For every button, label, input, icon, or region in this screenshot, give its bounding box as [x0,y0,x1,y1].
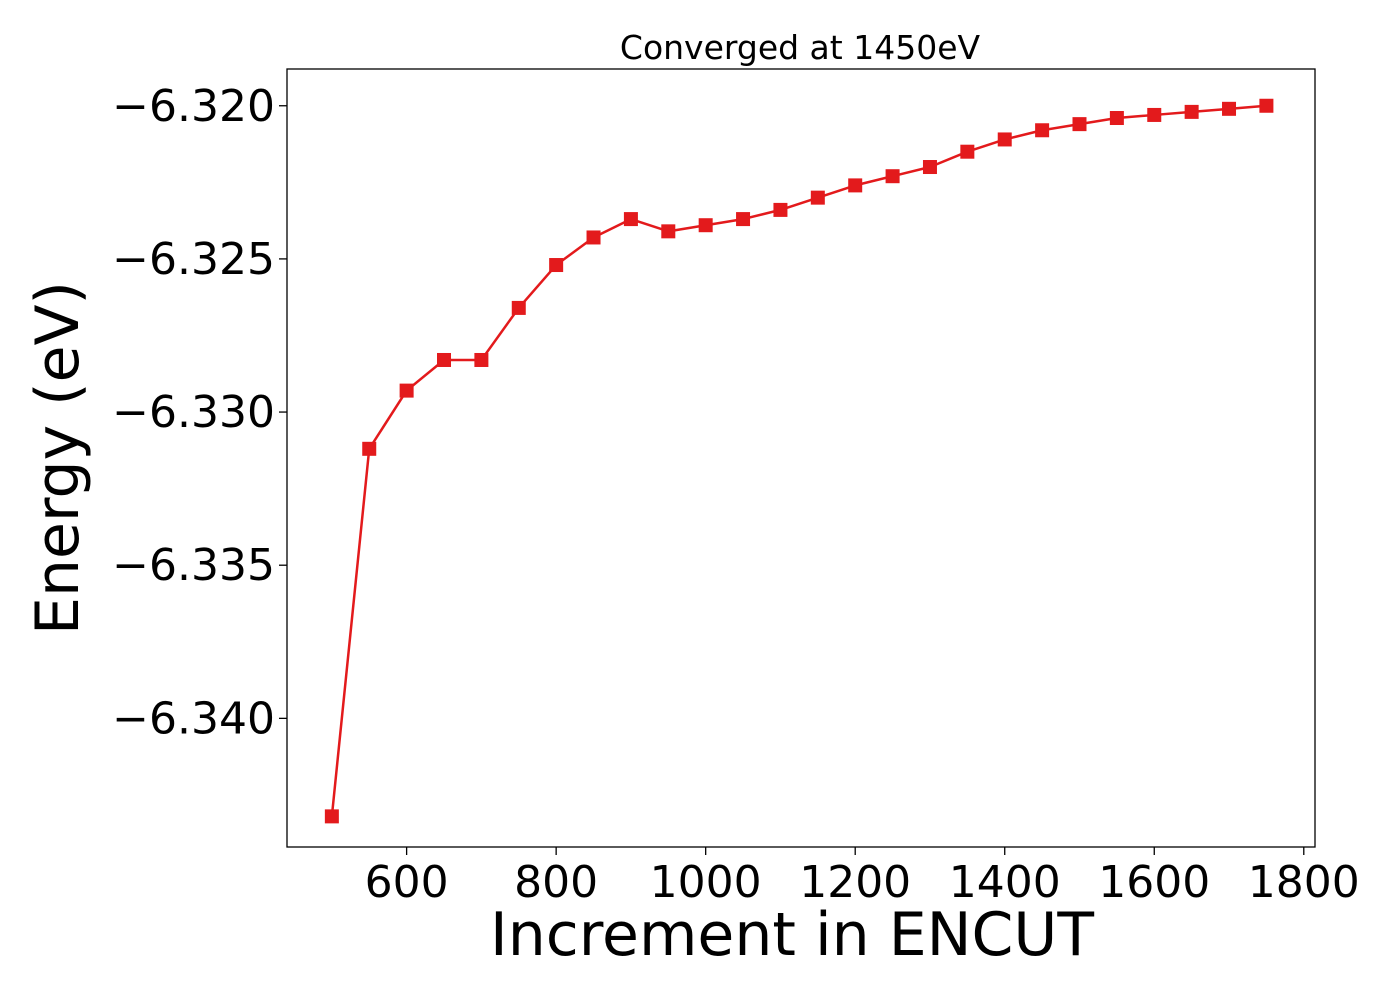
y-tick-label: −6.340 [112,693,275,744]
x-axis-ticks: 600 800 1000 1200 1400 1600 1800 [365,847,1360,908]
data-point-marker [586,230,601,245]
data-point-marker [997,132,1012,147]
y-axis-ticks: −6.320 −6.325 −6.330 −6.335 −6.340 [112,81,287,744]
x-tick-label: 800 [514,857,598,908]
plot-area: 600 800 1000 1200 1400 1600 1800 −6.320−6.325−… [112,68,1360,908]
x-tick-label: 1200 [799,857,911,908]
data-point-marker [736,212,751,227]
data-point-marker [623,212,638,227]
data-point-marker [773,202,788,217]
y-tick-label: −6.325 [112,234,275,285]
data-point-marker [810,190,825,205]
data-point-marker [474,352,489,367]
data-point-marker [1072,117,1087,132]
x-axis-label: Increment in ENCUT [490,900,1094,970]
data-point-marker [848,178,863,193]
data-point-marker [661,224,676,239]
data-point-marker [511,300,526,315]
data-point-marker [1184,104,1199,119]
data-point-marker [960,144,975,159]
plot-frame [286,68,1316,848]
data-point-marker [1035,123,1050,138]
y-tick-label: −6.330 [112,387,275,438]
x-tick-label: 1000 [650,857,762,908]
data-point-marker [922,160,937,175]
x-tick-label: 600 [365,857,449,908]
data-point-marker [1259,98,1274,113]
data-point-marker [324,809,339,824]
data-point-marker [885,169,900,184]
x-tick-label: 1400 [949,857,1061,908]
data-point-marker [698,218,713,233]
data-point-marker [437,352,452,367]
data-point-marker [399,383,414,398]
y-tick-label: −6.320 [112,81,275,132]
data-point-marker [362,441,377,456]
series-layer [324,98,1274,824]
x-tick-label: 1600 [1098,857,1210,908]
y-tick-label: −6.335 [112,540,275,591]
chart-title: Converged at 1450eV [620,28,981,67]
data-point-marker [1109,111,1124,126]
data-point-marker [1147,107,1162,122]
data-point-marker [549,258,564,273]
y-axis-label: Energy (eV) [23,281,93,635]
data-point-marker [1222,101,1237,116]
x-tick-label: 1800 [1248,857,1360,908]
